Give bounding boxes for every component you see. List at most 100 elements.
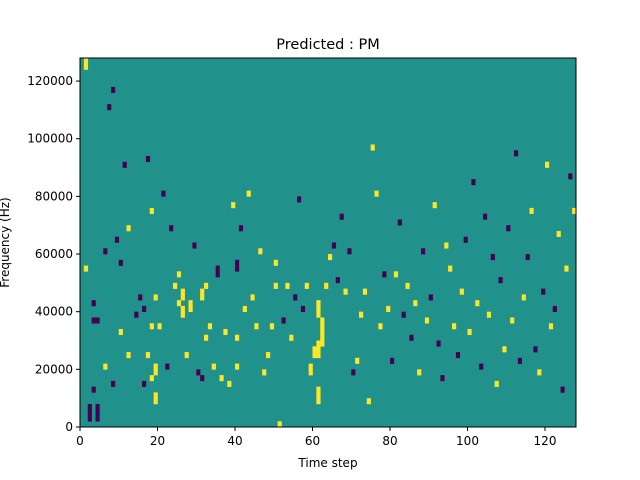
heatmap-cell — [517, 357, 523, 364]
heatmap-cell — [467, 328, 472, 336]
heatmap-cell — [428, 294, 433, 301]
heatmap-cell — [91, 300, 96, 307]
heatmap-cell — [572, 207, 577, 214]
heatmap-cell — [343, 288, 348, 295]
y-axis-ticks: 0 20000 40000 60000 80000 100000 120000 — [27, 74, 80, 434]
heatmap-cell — [215, 265, 220, 272]
heatmap-cell — [316, 346, 321, 353]
y-tick-label: 0 — [65, 420, 73, 434]
heatmap-cell — [204, 334, 209, 341]
heatmap-cell — [444, 242, 449, 249]
heatmap-cell — [475, 300, 480, 307]
heatmap-cell — [269, 323, 275, 330]
heatmap-cell — [355, 357, 360, 364]
heatmap-cell — [486, 311, 492, 318]
heatmap-cell — [339, 213, 344, 220]
y-tick-label: 80000 — [35, 189, 73, 203]
heatmap-cell — [316, 311, 321, 318]
heatmap-cell — [545, 161, 550, 168]
y-axis-label: Frequency (Hz) — [0, 197, 12, 288]
heatmap-cell — [320, 317, 325, 324]
heatmap-cell — [207, 323, 213, 330]
heatmap-cell — [118, 259, 123, 266]
heatmap-cell — [316, 392, 321, 399]
heatmap-cell — [483, 213, 488, 220]
x-axis-label: Time step — [297, 456, 357, 470]
heatmap-cell — [169, 225, 174, 232]
heatmap-cell — [180, 288, 185, 295]
heatmap-cell — [176, 300, 182, 307]
heatmap-cell — [502, 346, 507, 353]
heatmap-cell — [568, 173, 573, 180]
heatmap-cell — [126, 352, 131, 359]
heatmap-cell — [374, 190, 379, 197]
heatmap-cell — [142, 305, 147, 312]
heatmap-cell — [149, 375, 154, 382]
heatmap-cell — [235, 363, 240, 370]
heatmap-cell — [165, 363, 170, 370]
heatmap-cell — [83, 58, 89, 65]
heatmap-cell — [134, 311, 139, 318]
heatmap-cell — [421, 248, 426, 255]
heatmap-cell — [308, 369, 313, 376]
x-tick-label: 120 — [534, 434, 557, 448]
y-tick-label: 120000 — [27, 74, 73, 88]
heatmap-cell — [533, 346, 538, 353]
heatmap-cell — [273, 282, 278, 289]
heatmap-cell — [87, 409, 92, 416]
heatmap-cell — [521, 294, 526, 301]
heatmap-cell — [231, 202, 236, 209]
heatmap-cell — [126, 225, 131, 232]
heatmap-cell — [328, 254, 333, 261]
heatmap-cell — [192, 242, 197, 249]
heatmap-cell — [552, 305, 557, 312]
heatmap-cell — [455, 352, 461, 359]
heatmap-cell — [180, 294, 185, 301]
heatmap-cell — [564, 265, 569, 272]
heatmap-cell — [316, 398, 321, 405]
heatmap-cell — [490, 254, 495, 261]
heatmap-cell — [393, 271, 399, 278]
heatmap-cell — [312, 352, 317, 359]
heatmap-cell — [118, 328, 123, 336]
heatmap-cell — [223, 328, 228, 336]
heatmap-cell — [506, 225, 511, 232]
heatmap-cell — [347, 248, 352, 255]
heatmap-cell — [362, 288, 368, 295]
heatmap-cell — [219, 375, 224, 382]
heatmap-cell — [525, 254, 530, 261]
heatmap-cell — [157, 323, 162, 330]
heatmap-cell — [459, 288, 464, 295]
heatmap-cell — [153, 392, 158, 399]
x-tick-label: 20 — [150, 434, 165, 448]
heatmap-cell — [471, 179, 476, 186]
heatmap-cell — [537, 369, 542, 376]
heatmap-cell — [285, 282, 290, 289]
heatmap-cell — [448, 265, 453, 272]
heatmap-cell — [149, 207, 154, 214]
heatmap-cell — [514, 150, 519, 157]
heatmap-cell — [281, 317, 286, 324]
heatmap-cell — [316, 340, 321, 347]
y-tick-label: 100000 — [27, 132, 73, 146]
heatmap-cell — [529, 207, 534, 214]
heatmap-cell — [200, 375, 205, 382]
heatmap-cell — [316, 300, 321, 307]
heatmap-cell — [87, 415, 92, 422]
heatmap-cell — [250, 294, 255, 301]
heatmap-cell — [541, 288, 546, 295]
heatmap-cell — [390, 357, 395, 364]
heatmap-cell — [479, 363, 484, 370]
heatmap-cell — [273, 259, 278, 266]
heatmap-cell — [494, 380, 499, 387]
heatmap-cell — [417, 369, 422, 376]
heatmap-cell — [91, 386, 96, 393]
x-tick-label: 80 — [382, 434, 397, 448]
heatmap-cell — [114, 236, 120, 243]
plot-frame — [79, 57, 577, 428]
heatmap-cell — [95, 415, 100, 422]
heatmap-cell — [320, 323, 325, 330]
heatmap-cell — [277, 421, 282, 428]
heatmap-cell — [320, 340, 325, 347]
